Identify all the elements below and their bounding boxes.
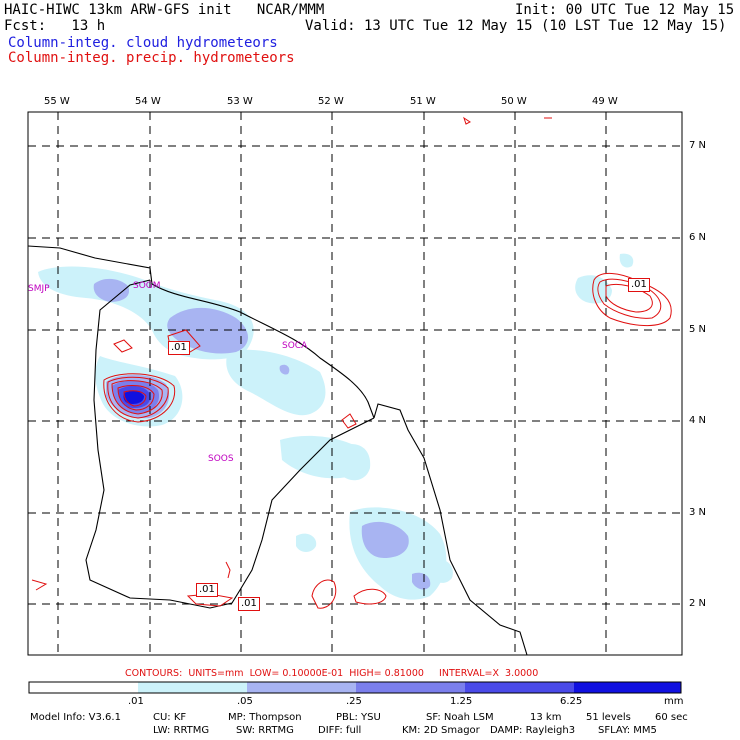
station-sogm: SOGM [133, 281, 161, 291]
station-soca: SOCA [282, 341, 308, 351]
footer-pbl: PBL: YSU [336, 712, 381, 723]
footer-resolution: 13 km [530, 712, 562, 723]
lon-label-50w: 50 W [501, 96, 527, 107]
footer-mp: MP: Thompson [228, 712, 302, 723]
footer-km: KM: 2D Smagor [402, 725, 480, 736]
colorbar-unit: mm [664, 696, 684, 707]
lon-label-55w: 55 W [44, 96, 70, 107]
contour-label: .01 [196, 583, 218, 597]
contour-label: .01 [168, 341, 190, 355]
footer-cu: CU: KF [153, 712, 187, 723]
lon-label-53w: 53 W [227, 96, 253, 107]
station-smjp: SMJP [28, 284, 50, 294]
forecast-hour: Fcst: 13 h [4, 18, 106, 34]
lat-label-5n: 5 N [689, 324, 707, 335]
footer-sf: SF: Noah LSM [426, 712, 494, 723]
colorbar-label: .25 [346, 696, 362, 707]
footer-damp: DAMP: Rayleigh3 [490, 725, 576, 736]
footer-lw: LW: RRTMG [153, 725, 210, 736]
valid-time: Valid: 13 UTC Tue 12 May 15 (10 LST Tue … [305, 18, 727, 34]
footer-sflay: SFLAY: MM5 [598, 725, 657, 736]
legend-precip-label: Column-integ. precip. hydrometeors [8, 50, 295, 66]
station-soos: SOOS [208, 454, 234, 464]
footer-model-info: Model Info: V3.6.1 [30, 712, 121, 723]
lon-label-52w: 52 W [318, 96, 344, 107]
plot-title: HAIC-HIWC 13km ARW-GFS init NCAR/MMM [4, 2, 325, 18]
lat-label-7n: 7 N [689, 140, 707, 151]
contours-units: UNITS=mm [188, 668, 244, 679]
lon-label-54w: 54 W [135, 96, 161, 107]
contours-prefix: CONTOURS: [125, 668, 183, 679]
lat-label-4n: 4 N [689, 415, 707, 426]
contour-label: .01 [238, 597, 260, 611]
map-frame [27, 111, 683, 656]
lat-label-2n: 2 N [689, 598, 707, 609]
contours-interval: INTERVAL=X 3.0000 [439, 668, 539, 679]
lon-label-51w: 51 W [410, 96, 436, 107]
colorbar-label: .01 [128, 696, 144, 707]
init-time: Init: 00 UTC Tue 12 May 15 [515, 2, 735, 18]
contours-low: LOW= 0.10000E-01 [249, 668, 344, 679]
footer-sw: SW: RRTMG [236, 725, 294, 736]
lat-label-3n: 3 N [689, 507, 707, 518]
lat-label-6n: 6 N [689, 232, 707, 243]
lon-label-49w: 49 W [592, 96, 618, 107]
footer-timestep: 60 sec [655, 712, 688, 723]
colorbar-label: 6.25 [560, 696, 583, 707]
footer-diff: DIFF: full [318, 725, 362, 736]
contours-info: CONTOURS: UNITS=mm LOW= 0.10000E-01 HIGH… [125, 668, 538, 679]
footer-levels: 51 levels [586, 712, 631, 723]
cloud-shading [38, 253, 634, 600]
legend-cloud-label: Column-integ. cloud hydrometeors [8, 35, 278, 51]
graticule [28, 112, 682, 655]
colorbar-label: 1.25 [450, 696, 473, 707]
contours-high: HIGH= 0.81000 [349, 668, 424, 679]
contour-label: .01 [628, 278, 650, 292]
colorbar-label: .05 [237, 696, 253, 707]
